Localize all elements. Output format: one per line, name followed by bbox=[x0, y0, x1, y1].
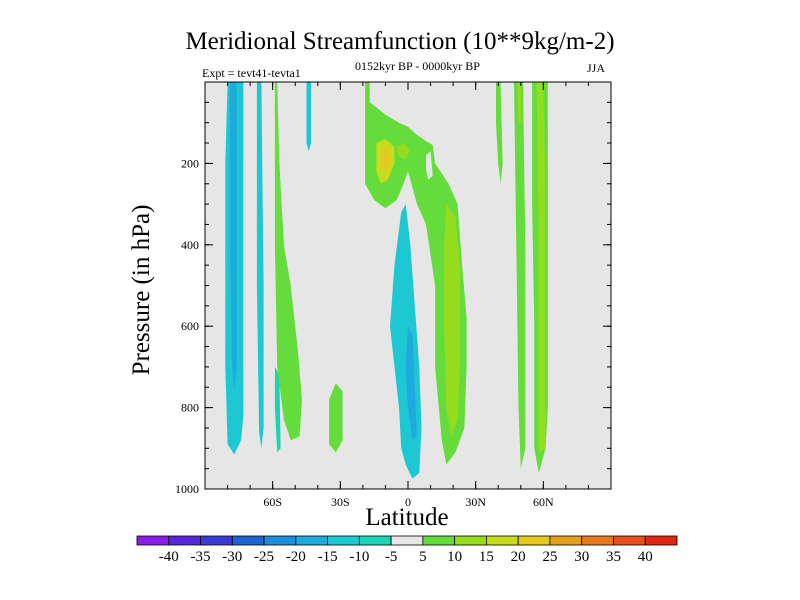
colorbar-label: -40 bbox=[159, 549, 179, 565]
contour-region-band-58n-core bbox=[536, 82, 546, 453]
contour-region-streak-58s bbox=[274, 366, 281, 453]
chart-title: Meridional Streamfunction (10**9kg/m-2) bbox=[185, 28, 615, 55]
colorbar-label: 10 bbox=[447, 549, 462, 565]
colorbar-label: -5 bbox=[385, 549, 398, 565]
colorbar-label: -35 bbox=[191, 549, 211, 565]
contour-region-blob-45s bbox=[306, 82, 311, 152]
colorbar-swatch bbox=[549, 535, 583, 546]
x-tick-label: 0 bbox=[405, 495, 411, 509]
y-tick-label: 1000 bbox=[175, 482, 199, 496]
x-tick-label: 30N bbox=[465, 495, 486, 509]
colorbar-swatch bbox=[200, 535, 233, 546]
x-tick-label: 60S bbox=[263, 495, 282, 509]
colorbar-swatch bbox=[581, 535, 614, 546]
colorbar-swatch bbox=[358, 535, 392, 546]
contour-region-band-48n bbox=[514, 82, 526, 469]
contour-region-subtrop-orange bbox=[380, 147, 390, 172]
y-tick-label: 600 bbox=[181, 319, 199, 333]
colorbar-label: 40 bbox=[638, 549, 653, 565]
colorbar-swatch bbox=[263, 535, 297, 546]
contour-region-tongue-65s bbox=[256, 82, 264, 449]
colorbar-swatch bbox=[422, 535, 456, 546]
contour-region-white-notch bbox=[426, 151, 433, 180]
y-tick-label: 400 bbox=[181, 238, 199, 252]
contour-region-ntrop-core bbox=[444, 204, 460, 437]
contour-region-subtrop-node bbox=[396, 143, 411, 160]
contour-region-complex-subtropical bbox=[365, 82, 467, 465]
colorbar-swatch bbox=[390, 535, 424, 546]
colorbar-label: 35 bbox=[606, 549, 621, 565]
colorbar-swatch bbox=[644, 535, 678, 546]
contour-region-core-80s bbox=[229, 82, 237, 392]
colorbar-swatch bbox=[486, 535, 519, 546]
x-axis-label: Latitude bbox=[365, 504, 449, 531]
colorbar-label: 30 bbox=[574, 549, 589, 565]
colorbar-label: -30 bbox=[222, 549, 242, 565]
y-tick-label: 800 bbox=[181, 401, 199, 415]
period-label: 0152kyr BP - 0000kyr BP bbox=[355, 59, 480, 73]
experiment-label: Expt = tevt41-tevta1 bbox=[202, 66, 301, 80]
y-tick-label: 200 bbox=[181, 156, 199, 170]
colorbar-swatch bbox=[327, 535, 360, 546]
colorbar-swatch bbox=[136, 535, 170, 546]
contour-region-band-40n bbox=[496, 82, 503, 184]
contour-region-south-trop-neg-core bbox=[405, 326, 417, 441]
colorbar-swatch bbox=[517, 535, 551, 546]
colorbar-swatch bbox=[454, 535, 487, 546]
contour-region-band-48n-core bbox=[517, 82, 521, 123]
colorbar-label: -25 bbox=[254, 549, 274, 565]
colorbar-label: 20 bbox=[511, 549, 526, 565]
colorbar-label: 15 bbox=[479, 549, 494, 565]
colorbar-swatch bbox=[231, 535, 265, 546]
season-label: JJA bbox=[587, 61, 606, 75]
colorbar-label: -20 bbox=[286, 549, 306, 565]
colorbar-label: 25 bbox=[542, 549, 557, 565]
colorbar-swatch bbox=[168, 535, 201, 546]
colorbar-label: 5 bbox=[419, 549, 427, 565]
colorbar-label: -15 bbox=[318, 549, 338, 565]
colorbar-label: -10 bbox=[349, 549, 369, 565]
colorbar-swatch bbox=[295, 535, 328, 546]
colorbar-swatch bbox=[613, 535, 646, 546]
contour-region-band-32s bbox=[329, 383, 343, 453]
x-tick-label: 30S bbox=[331, 495, 350, 509]
contour-region-band-55s bbox=[274, 82, 302, 441]
x-tick-label: 60N bbox=[533, 495, 554, 509]
